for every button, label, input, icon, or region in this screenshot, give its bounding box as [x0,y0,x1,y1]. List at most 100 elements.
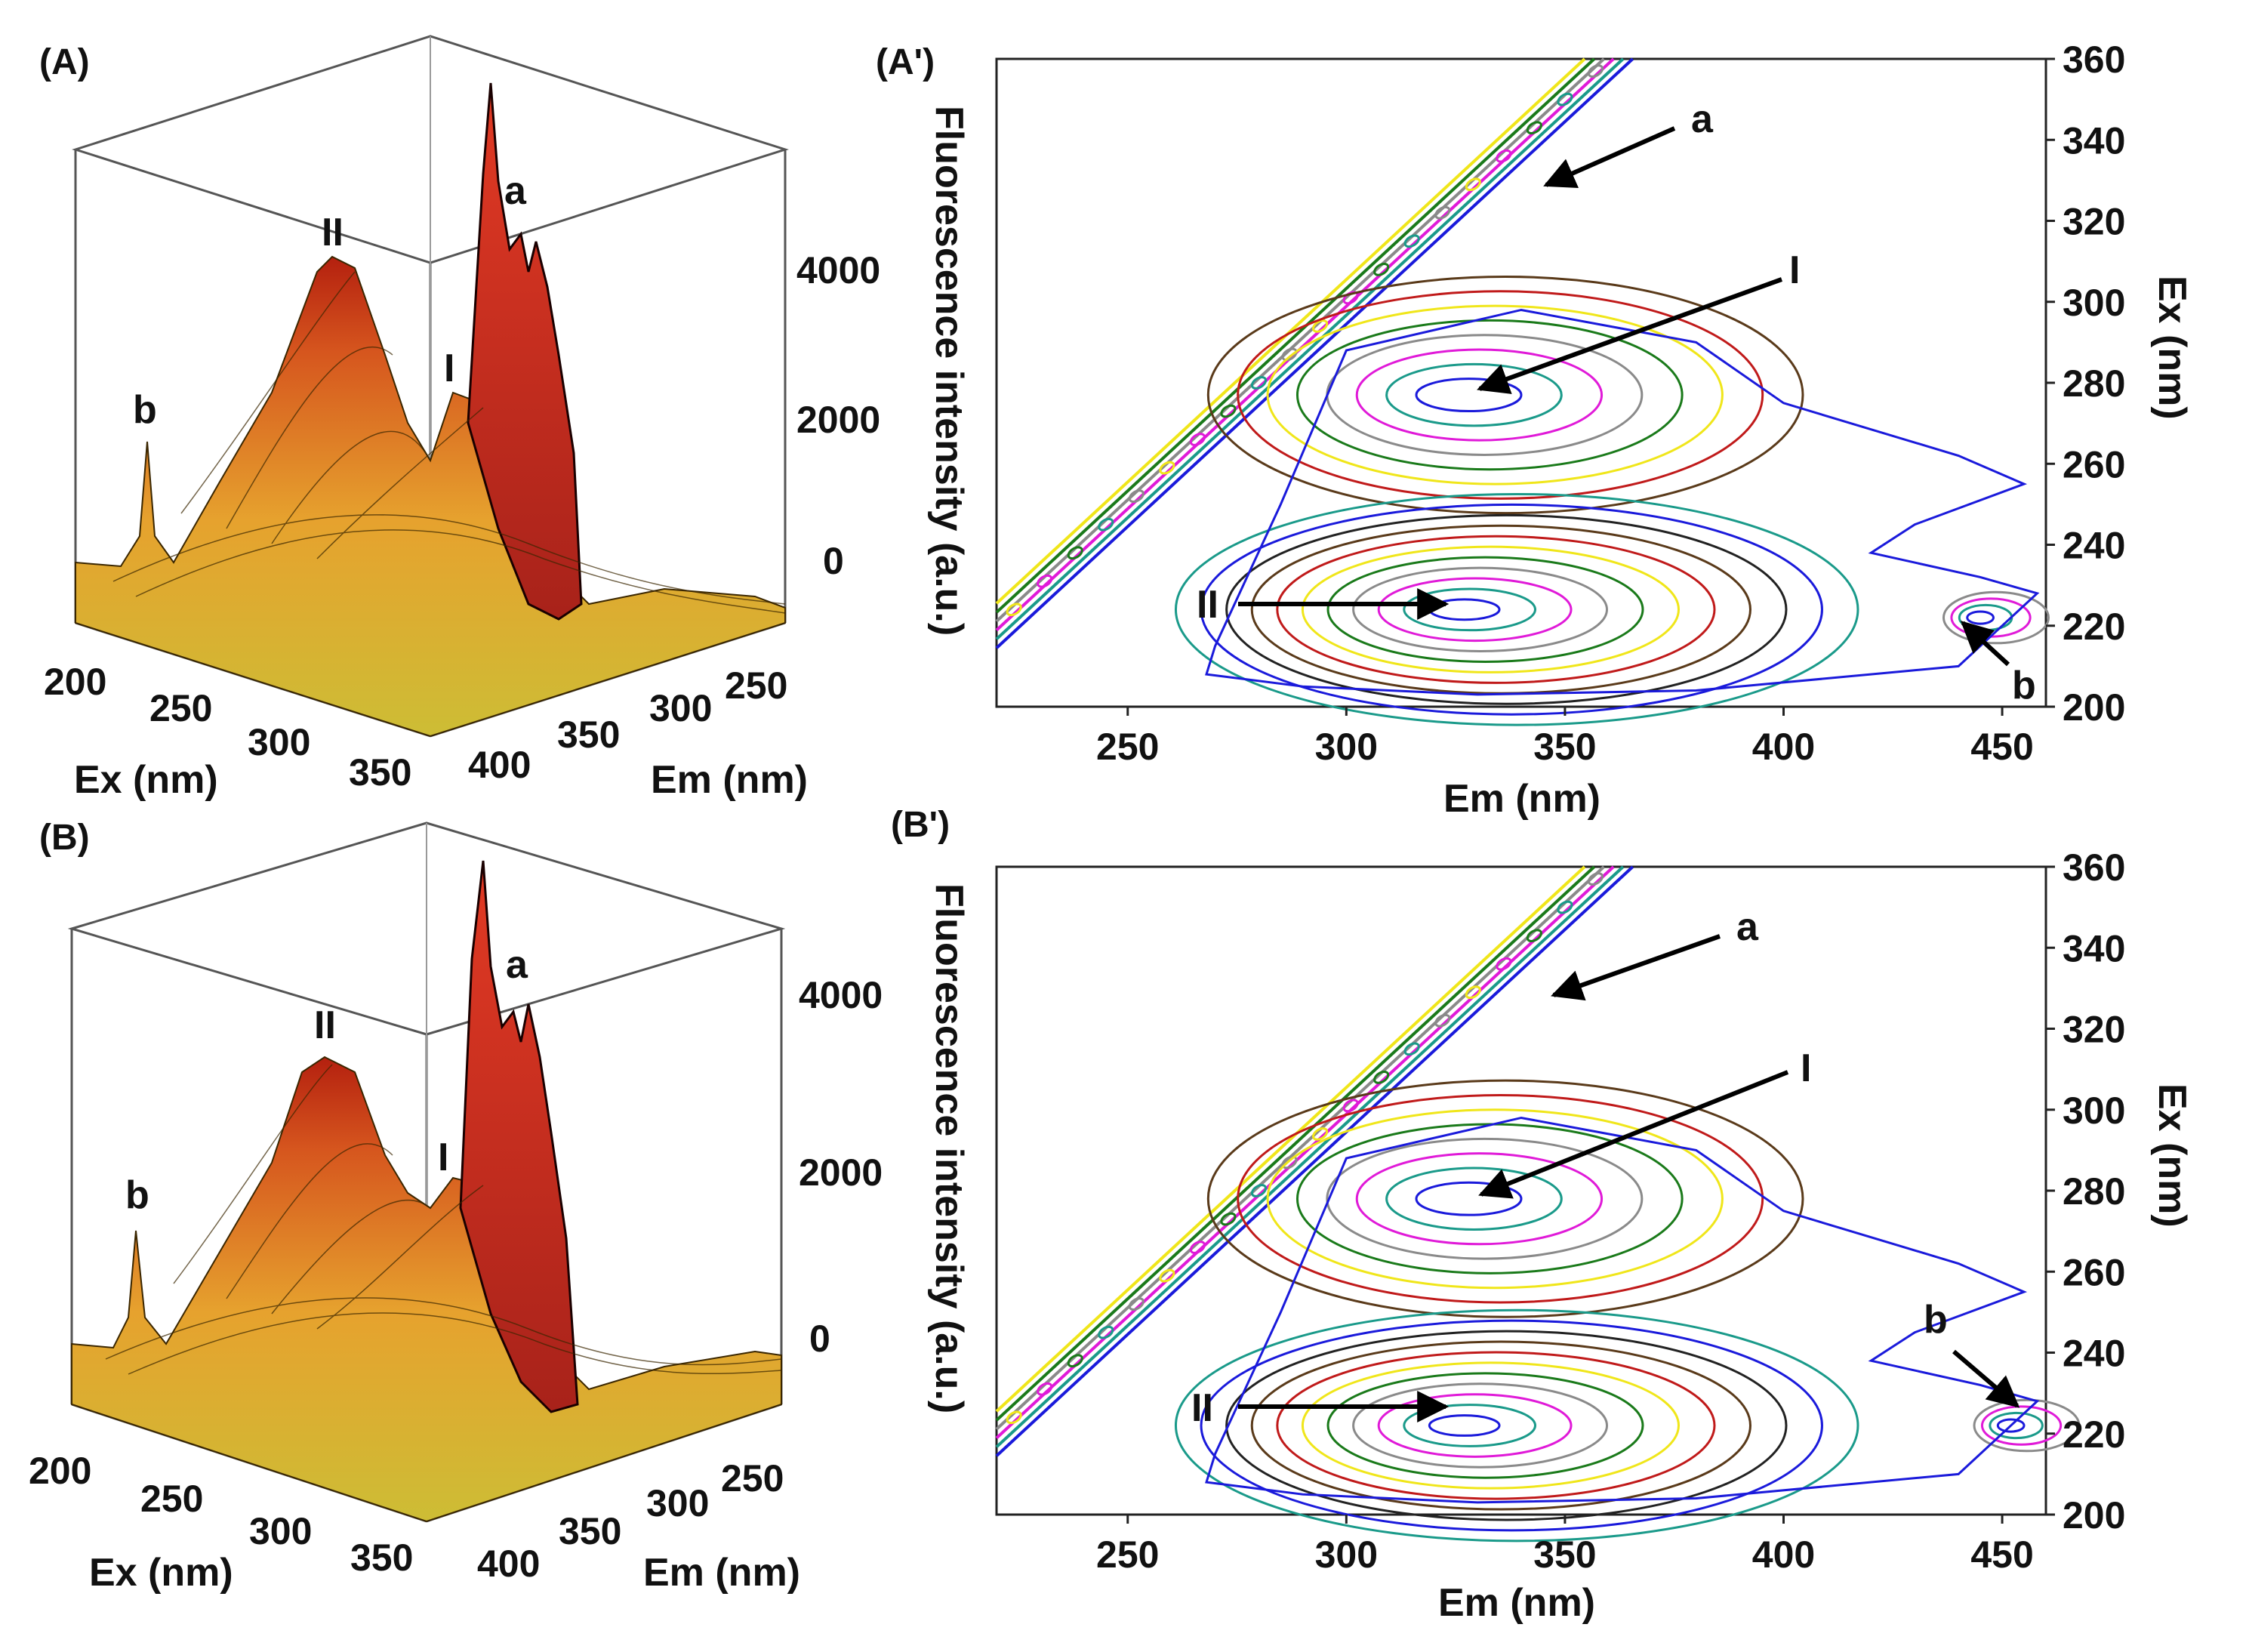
scatter-band-node [1557,900,1573,914]
panel-Aprime-peak-a: a [1691,97,1714,141]
panel-A-ztick: 2000 [796,399,880,441]
scatter-band-node [1159,461,1175,475]
scatter-band-node [1128,489,1145,503]
scatter-band-node [1189,1241,1206,1254]
contour-line [1989,1411,2044,1440]
panel-Bprime-peak-a: a [1736,905,1759,949]
contour-line [1385,362,1563,427]
scatter-band-line [995,865,1625,1448]
panel-A-xtick: 200 [44,661,106,703]
y-tick-label: 360 [2063,846,2125,889]
contour-line [1326,556,1644,663]
panel-Bprime-ylabel: Ex (nm) [2150,1083,2194,1228]
contour-line [1206,1079,1804,1318]
panel-Aprime-label: (A') [876,42,935,82]
scatter-band-node [1496,957,1512,971]
panel-A-xtick: 350 [349,751,411,794]
contour-line [1225,513,1788,705]
contour-line [1942,590,2050,645]
contour-line [1200,1319,1823,1532]
panel-B-peak-a: a [506,943,528,987]
panel-A-xtick: 300 [248,721,310,763]
panel-Aprime-ylabel: Ex (nm) [2150,276,2194,420]
contour-line [1980,1405,2063,1446]
panel-Aprime-xlabel: Em (nm) [1443,777,1600,821]
scatter-band-node [1037,574,1053,588]
y-tick-label: 320 [2063,201,2125,243]
panel-Bprime-xlabel: Em (nm) [1438,1581,1595,1625]
panel-A-peak-I: I [444,347,454,390]
scatter-band-line [995,865,1586,1413]
panel-A: (A) a I II b [39,35,880,802]
scatter-band-node [1587,872,1604,886]
panel-A-xlabel: Ex (nm) [74,758,218,802]
panel-Bprime-label: (B') [891,805,950,845]
panel-B-label: (B) [39,818,90,858]
contour-line [1237,290,1764,500]
contour-line [1428,1414,1501,1437]
contour-line [1237,1093,1764,1304]
scatter-band-node [1434,205,1451,220]
panel-B-ylabel: Em (nm) [643,1551,800,1595]
contour-line [1415,1181,1523,1216]
y-tick-label: 260 [2063,1251,2125,1293]
scatter-band-node [1250,376,1268,390]
scatter-band-node [1098,517,1114,532]
panel-A-y-ticks: 400 350 300 250 [468,664,787,786]
panel-Bprime-ticks: 250 300 350 400 450 200 220 240 260 280 300 320 340 3… [1096,846,2125,1576]
panel-B-zlabel: Fluorescence intensity (a.u.) [927,883,971,1413]
y-tick-label: 280 [2063,1170,2125,1213]
panel-A-z-ticks: 4000 2000 0 [796,249,880,582]
contour-line [1403,587,1537,632]
panel-A-ztick: 0 [823,540,844,582]
y-tick-label: 200 [2063,1494,2125,1536]
panel-B-y-ticks: 400 350 300 250 [477,1457,784,1585]
panel-A-label: (A) [39,42,90,82]
panel-Aprime-peak-I: I [1789,248,1800,292]
x-tick-label: 250 [1096,1533,1159,1576]
panel-Bprime-arrow-I [1478,1070,1789,1199]
panel-Bprime-frame [995,865,2047,1516]
scatter-band-node [1312,319,1329,333]
panel-A-ytick: 350 [557,714,620,756]
panel-Aprime-arrow-b [1960,621,2010,667]
scatter-band-node [1465,177,1481,192]
y-tick-label: 280 [2063,362,2125,405]
panel-A-peak-II: II [322,211,344,254]
y-tick-label: 240 [2063,1333,2125,1375]
x-tick-label: 350 [1533,726,1596,768]
panel-Bprime-peak-II: II [1191,1386,1213,1430]
panel-A-ztick: 4000 [796,249,880,291]
panel-Aprime-annotations: a I II b [1197,97,2036,707]
y-tick-label: 320 [2063,1009,2125,1051]
panel-B-ztick: 0 [809,1318,830,1360]
panel-A-ytick: 400 [468,744,531,786]
panel-Aprime-arrow-I [1477,277,1783,394]
panel-A-x-ticks: 200 250 300 350 [44,661,411,794]
y-tick-label: 300 [2063,1090,2125,1132]
contour-line [1355,348,1604,442]
scatter-band-node [1373,1071,1390,1084]
panel-A-surface [75,82,786,738]
contour-line [1996,1418,2026,1433]
panel-Bprime: (B') 250 300 350 400 450 200 220 240 260 280 300 32… [891,805,2194,1625]
panel-A-ytick: 300 [649,687,712,729]
contour-line [1326,1137,1644,1260]
scatter-band-node [1098,1325,1114,1339]
panel-A-peak-b: b [133,388,157,432]
scatter-band-node [1587,64,1604,78]
contour-line [1266,1108,1724,1290]
panel-B-xtick: 200 [29,1450,91,1492]
scatter-band-node [1526,929,1542,943]
contour-line [1973,1398,2081,1453]
panel-B-peak-II: II [314,1003,336,1047]
contour-line [1174,1308,1859,1543]
panel-B-peak-labels: a I II b [125,943,528,1217]
contour-line [1295,319,1684,471]
panel-Aprime-contours [995,57,2050,726]
panel-B-xlabel: Ex (nm) [89,1551,233,1595]
scatter-band-node [1434,1013,1451,1028]
contour-line [1301,1361,1681,1490]
panel-B-ztick: 4000 [799,974,883,1016]
x-tick-label: 300 [1315,1533,1378,1576]
